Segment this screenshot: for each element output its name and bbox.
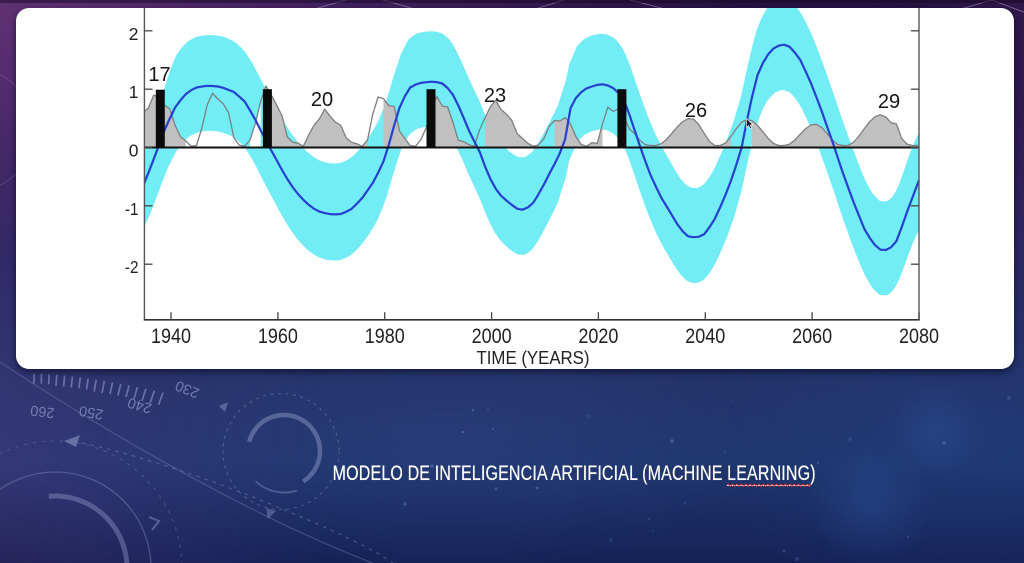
- svg-text:23: 23: [484, 85, 506, 107]
- svg-text:2: 2: [129, 24, 139, 44]
- svg-text:250: 250: [78, 402, 105, 422]
- svg-text:20: 20: [311, 89, 333, 111]
- svg-text:2080: 2080: [899, 325, 939, 348]
- svg-text:26: 26: [685, 100, 707, 122]
- svg-text:260: 260: [30, 402, 56, 421]
- svg-text:1: 1: [129, 82, 139, 102]
- svg-text:0: 0: [129, 141, 139, 161]
- svg-text:TIME (YEARS): TIME (YEARS): [477, 347, 590, 368]
- svg-text:230: 230: [173, 377, 201, 401]
- svg-text:2000: 2000: [472, 325, 512, 348]
- svg-text:17: 17: [148, 64, 170, 86]
- svg-text:1940: 1940: [151, 325, 191, 348]
- svg-text:-2: -2: [125, 257, 139, 277]
- svg-text:29: 29: [878, 91, 900, 113]
- svg-text:2060: 2060: [792, 325, 832, 348]
- svg-text:1960: 1960: [258, 325, 298, 348]
- svg-text:2020: 2020: [578, 325, 618, 348]
- svg-text:2040: 2040: [685, 325, 725, 348]
- svg-text:-1: -1: [125, 199, 139, 219]
- svg-text:240: 240: [126, 394, 154, 416]
- svg-text:1980: 1980: [365, 325, 405, 348]
